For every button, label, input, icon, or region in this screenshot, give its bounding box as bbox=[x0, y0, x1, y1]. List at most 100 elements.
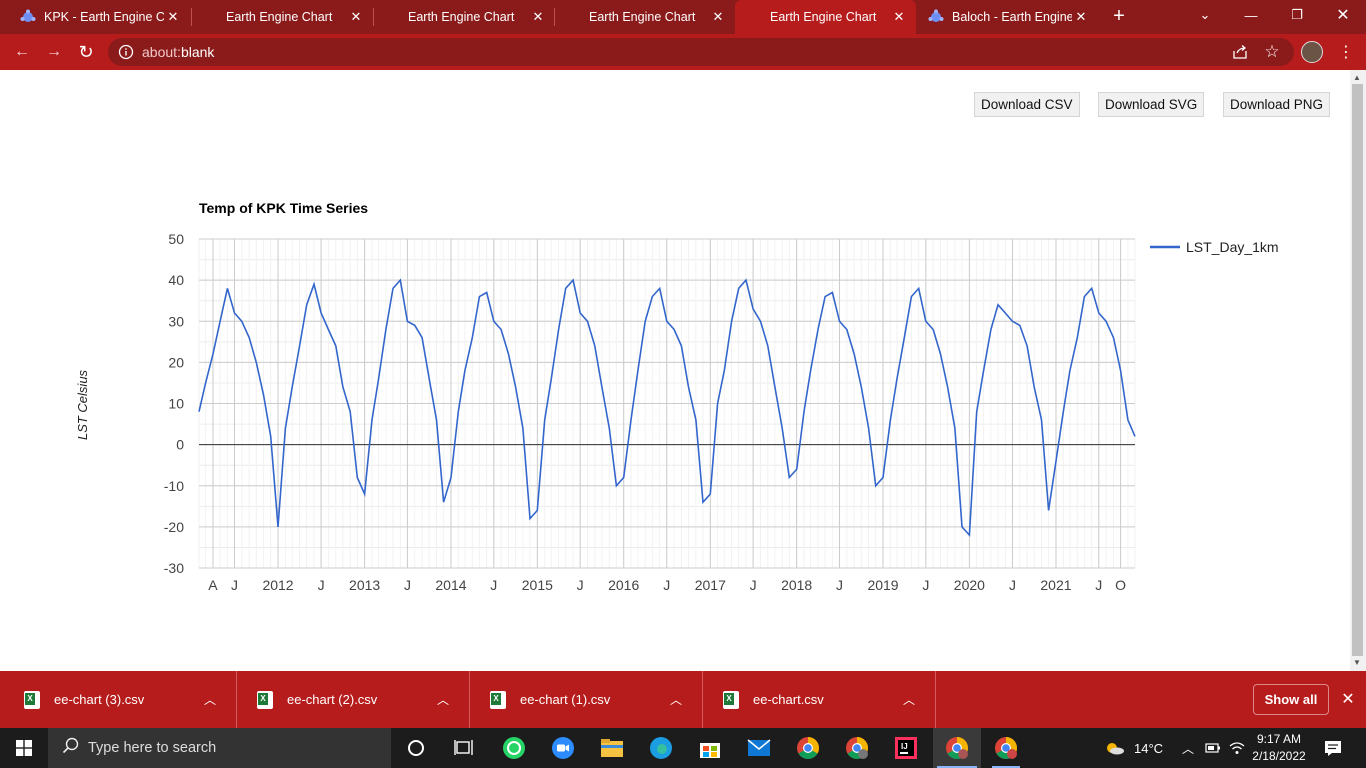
x-tick-label: J bbox=[663, 577, 670, 593]
download-item[interactable]: ee-chart.csv ︿ bbox=[703, 671, 936, 728]
y-tick-label: -20 bbox=[164, 519, 184, 535]
tab-earth-engine-chart-active[interactable]: Earth Engine Chart ✕ bbox=[735, 0, 916, 34]
close-tab-icon[interactable]: ✕ bbox=[532, 9, 544, 24]
download-item[interactable]: ee-chart (2).csv ︿ bbox=[237, 671, 470, 728]
back-button[interactable]: ← bbox=[14, 43, 30, 60]
weather-widget[interactable]: 14°C bbox=[1104, 728, 1163, 768]
close-tab-icon[interactable]: ✕ bbox=[893, 9, 905, 24]
battery-icon[interactable] bbox=[1205, 728, 1221, 768]
minimize-button[interactable]: — bbox=[1244, 7, 1258, 23]
x-tick-label: 2021 bbox=[1040, 577, 1071, 593]
x-tick-label: O bbox=[1115, 577, 1126, 593]
chevron-up-icon[interactable]: ︿ bbox=[902, 693, 915, 707]
url-path: blank bbox=[180, 44, 215, 60]
chevron-up-icon[interactable]: ︿ bbox=[669, 693, 682, 707]
file-explorer-icon[interactable] bbox=[588, 728, 636, 768]
taskbar-search-input[interactable]: Type here to search bbox=[48, 728, 391, 768]
edge-icon[interactable] bbox=[637, 728, 685, 768]
show-all-button[interactable]: Show all bbox=[1253, 684, 1329, 715]
download-png-button[interactable]: Download PNG bbox=[1223, 92, 1331, 117]
close-tab-icon[interactable]: ✕ bbox=[350, 9, 362, 24]
y-tick-label: 40 bbox=[168, 272, 184, 288]
reload-button[interactable]: ↻ bbox=[78, 41, 94, 62]
taskbar-clock[interactable]: 9:17 AM 2/18/2022 bbox=[1248, 731, 1310, 765]
tab-baloch[interactable]: Baloch - Earth Engine ✕ bbox=[918, 0, 1098, 34]
download-filename: ee-chart.csv bbox=[753, 692, 824, 707]
tab-label: KPK - Earth Engine Co bbox=[44, 10, 164, 24]
scrollbar-thumb[interactable] bbox=[1352, 84, 1363, 656]
x-tick-label: 2013 bbox=[349, 577, 380, 593]
cortana-icon[interactable] bbox=[392, 728, 440, 768]
x-tick-label: J bbox=[404, 577, 411, 593]
zoom-icon[interactable] bbox=[539, 728, 587, 768]
tab-label: Earth Engine Chart bbox=[226, 10, 333, 24]
close-tab-icon[interactable]: ✕ bbox=[712, 9, 724, 24]
chevron-up-icon[interactable]: ︿ bbox=[203, 693, 216, 707]
tab-earth-engine-chart-1[interactable]: Earth Engine Chart ✕ bbox=[192, 0, 373, 34]
x-tick-label: 2017 bbox=[695, 577, 726, 593]
show-hidden-icons-icon[interactable]: ︿ bbox=[1182, 741, 1195, 756]
x-tick-label: 2018 bbox=[781, 577, 812, 593]
excel-file-icon bbox=[257, 690, 273, 709]
windows-start-icon[interactable] bbox=[0, 728, 48, 768]
svg-text:IJ: IJ bbox=[901, 742, 908, 751]
close-downloads-icon[interactable]: ✕ bbox=[1341, 691, 1355, 708]
tab-divider bbox=[191, 8, 192, 26]
earth-engine-icon bbox=[928, 9, 944, 25]
chrome-profile-icon[interactable] bbox=[833, 728, 881, 768]
info-icon[interactable] bbox=[118, 44, 134, 60]
x-tick-label: J bbox=[836, 577, 843, 593]
url-text: about:blank bbox=[142, 44, 214, 60]
forward-button[interactable]: → bbox=[46, 43, 62, 60]
mail-icon[interactable] bbox=[735, 728, 783, 768]
page-content: Download CSV Download SVG Download PNG 5… bbox=[0, 70, 1350, 671]
x-tick-label: J bbox=[577, 577, 584, 593]
close-window-button[interactable]: ✕ bbox=[1336, 7, 1350, 24]
close-tab-icon[interactable]: ✕ bbox=[167, 9, 179, 24]
chrome-icon[interactable] bbox=[784, 728, 832, 768]
x-tick-label: 2014 bbox=[435, 577, 466, 593]
wifi-icon[interactable] bbox=[1229, 728, 1245, 768]
tab-divider bbox=[373, 8, 374, 26]
tab-label: Earth Engine Chart bbox=[770, 10, 877, 24]
x-tick-label: J bbox=[922, 577, 929, 593]
chevron-up-icon[interactable]: ︿ bbox=[436, 693, 449, 707]
excel-file-icon bbox=[490, 690, 506, 709]
whatsapp-icon[interactable] bbox=[490, 728, 538, 768]
tab-earth-engine-chart-2[interactable]: Earth Engine Chart ✕ bbox=[374, 0, 555, 34]
url-scheme: about: bbox=[142, 44, 181, 60]
download-csv-button[interactable]: Download CSV bbox=[974, 92, 1080, 117]
download-item[interactable]: ee-chart (1).csv ︿ bbox=[470, 671, 703, 728]
download-svg-button[interactable]: Download SVG bbox=[1098, 92, 1205, 117]
page-scrollbar[interactable]: ▲ ▼ bbox=[1350, 70, 1366, 671]
y-axis-ticks: 50 40 30 20 10 0 -10 -20 -30 bbox=[164, 231, 184, 576]
chart-major-grid bbox=[199, 238, 1135, 569]
browser-menu-icon[interactable]: ⋮ bbox=[1338, 44, 1354, 61]
chrome-second-profile-icon[interactable] bbox=[982, 728, 1030, 768]
store-icon[interactable] bbox=[686, 728, 734, 768]
restore-button[interactable]: ❐ bbox=[1291, 7, 1303, 22]
address-bar[interactable]: about:blank bbox=[108, 38, 1294, 66]
new-tab-button[interactable]: + bbox=[1113, 4, 1125, 27]
earth-engine-icon bbox=[20, 9, 36, 25]
scroll-down-icon[interactable]: ▼ bbox=[1353, 658, 1361, 667]
profile-avatar[interactable] bbox=[1301, 41, 1323, 63]
tab-search-icon[interactable]: ⌄ bbox=[1199, 7, 1211, 22]
close-tab-icon[interactable]: ✕ bbox=[1075, 9, 1087, 24]
y-tick-label: 0 bbox=[176, 437, 184, 453]
notifications-icon[interactable] bbox=[1324, 728, 1342, 768]
chrome-active-icon[interactable] bbox=[933, 728, 981, 768]
intellij-icon[interactable]: IJ bbox=[882, 728, 930, 768]
tab-earth-engine-chart-3[interactable]: Earth Engine Chart ✕ bbox=[555, 0, 735, 34]
x-tick-label: J bbox=[318, 577, 325, 593]
y-tick-label: 20 bbox=[168, 354, 184, 370]
tab-kpk[interactable]: KPK - Earth Engine Co ✕ bbox=[10, 0, 190, 34]
download-item[interactable]: ee-chart (3).csv ︿ bbox=[4, 671, 237, 728]
scroll-up-icon[interactable]: ▲ bbox=[1353, 73, 1361, 82]
bookmark-star-icon[interactable]: ☆ bbox=[1264, 42, 1280, 61]
windows-taskbar: Type here to search IJ 14°C bbox=[0, 728, 1366, 768]
x-tick-label: 2016 bbox=[608, 577, 639, 593]
excel-file-icon bbox=[24, 690, 40, 709]
task-view-icon[interactable] bbox=[440, 728, 488, 768]
share-icon[interactable] bbox=[1230, 42, 1250, 62]
